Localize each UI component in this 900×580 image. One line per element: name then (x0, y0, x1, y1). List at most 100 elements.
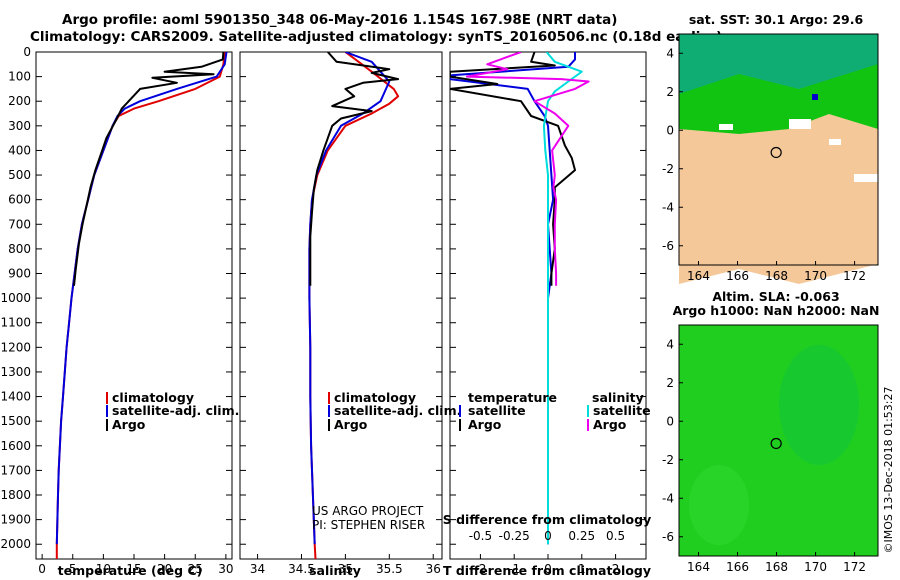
depth-tick-label: 1500 (0, 414, 31, 428)
legend-label-t-satellite: satellite (468, 403, 526, 418)
depth-tick-label: 1400 (0, 390, 31, 404)
legend-label-s-argo: Argo (593, 417, 627, 432)
depth-tick-label: 1300 (0, 365, 31, 379)
x-tick-label: 10 (96, 562, 111, 576)
plot-title-line-1: Argo profile: aoml 5901350_348 06-May-20… (62, 12, 618, 28)
map-latitude-label: 4 (666, 337, 674, 351)
map-latitude-label: 0 (666, 123, 674, 137)
legend-label-s-satellite: satellite (593, 403, 651, 418)
sla-anomaly (779, 345, 859, 465)
depth-tick-label: 1100 (0, 316, 31, 330)
masked-region (679, 114, 878, 284)
depth-tick-label: 1700 (0, 463, 31, 477)
plot-title-line-2: Climatology: CARS2009. Satellite-adjuste… (30, 29, 723, 45)
map-latitude-label: -4 (662, 200, 674, 214)
depth-tick-label: 100 (8, 70, 31, 84)
map-latitude-label: -6 (662, 530, 674, 544)
cold-pixel (812, 94, 818, 100)
sla-map-title-line-2: Argo h1000: NaN h2000: NaN (673, 303, 880, 318)
depth-tick-label: 600 (8, 193, 31, 207)
legend-label-argo: Argo (112, 417, 146, 432)
series-line-salinity-argo (465, 52, 590, 286)
cloud-gap (789, 119, 811, 129)
x-tick-label: 34.5 (288, 562, 315, 576)
depth-tick-label: 1200 (0, 340, 31, 354)
depth-tick-label: 300 (8, 119, 31, 133)
s-diff-tick-label: 0 (544, 529, 552, 543)
depth-tick-label: 700 (8, 217, 31, 231)
map-longitude-label: 166 (726, 269, 749, 283)
map-latitude-label: -6 (662, 239, 674, 253)
map-longitude-label: 166 (726, 560, 749, 574)
depth-tick-label: 1000 (0, 291, 31, 305)
x-tick-label: 20 (157, 562, 172, 576)
salinity-panel-frame (239, 51, 443, 560)
map-frame (678, 324, 879, 557)
legend-label-argo: Argo (334, 417, 368, 432)
difference-legend: temperature satellite Argo salinity sate… (459, 390, 651, 432)
depth-tick-label: 400 (8, 143, 31, 157)
legend-label-climatology: climatology (112, 390, 194, 405)
s-diff-tick-label: -0.25 (499, 529, 530, 543)
legend-label-t-argo: Argo (468, 417, 502, 432)
x-tick-label: 25 (188, 562, 203, 576)
x-tick-label: 30 (218, 562, 233, 576)
x-tick-label: 35.5 (376, 562, 403, 576)
cloud-gap (829, 139, 841, 145)
legend-label-satellite: satellite-adj. clim. (112, 403, 239, 418)
depth-tick-label: 1600 (0, 439, 31, 453)
s-diff-tick-label: -0.5 (469, 529, 492, 543)
x-tick-label: 0 (544, 562, 552, 576)
legend-label-satellite: satellite-adj. clim. (334, 403, 461, 418)
cloud-gap (719, 124, 733, 130)
temperature-profiles (55, 52, 228, 559)
map-longitude-label: 170 (804, 560, 827, 574)
map-longitude-label: 164 (687, 269, 710, 283)
depth-tick-label: 2000 (0, 537, 31, 551)
salinity-legend: climatology satellite-adj. clim. Argo (328, 390, 461, 432)
depth-tick-label: 0 (23, 45, 31, 59)
map-latitude-label: 0 (666, 414, 674, 428)
cloud-gap (854, 174, 878, 182)
x-tick-label: 2 (612, 562, 620, 576)
x-tick-label: 1 (578, 562, 586, 576)
map-longitude-label: 172 (843, 560, 866, 574)
legend-heading-temperature: temperature (468, 390, 557, 405)
map-longitude-label: 172 (843, 269, 866, 283)
sla-anomaly (689, 465, 749, 545)
sla-map: 164 166 168 170 172 4 2 0 -2 -4 -6 (662, 324, 879, 574)
depth-tick-label: 800 (8, 242, 31, 256)
series-line-temperature-argo (450, 52, 576, 286)
map-latitude-label: 2 (666, 376, 674, 390)
x-tick-label: 15 (126, 562, 141, 576)
s-difference-axis-label: S difference from climatology (443, 512, 652, 527)
sst-map-title: sat. SST: 30.1 Argo: 29.6 (689, 12, 864, 27)
warm-water-patch (679, 34, 878, 94)
sst-map: 164 166 168 170 172 4 2 0 -2 -4 -6 (662, 33, 879, 284)
sla-map-title-line-1: Altim. SLA: -0.063 (712, 289, 839, 304)
depth-tick-label: 500 (8, 168, 31, 182)
map-longitude-label: 168 (765, 269, 788, 283)
depth-tick-label: 1800 (0, 488, 31, 502)
copyright-timestamp: ©IMOS 13-Dec-2018 01:53:27 (882, 387, 895, 554)
x-tick-label: 36 (426, 562, 441, 576)
project-credit: US ARGO PROJECT (312, 504, 424, 518)
x-tick-label: -1 (508, 562, 520, 576)
s-diff-tick-label: 0.25 (568, 529, 595, 543)
x-axes: 0 5 10 15 20 25 30 34 34.5 35 35.5 36 -2 -1 0 1 2 -0.5 -0.… (38, 529, 625, 576)
depth-tick-label: 900 (8, 267, 31, 281)
pi-credit: PI: STEPHEN RISER (312, 518, 425, 532)
x-tick-label: 5 (69, 562, 77, 576)
temperature-panel-frame (35, 51, 233, 560)
depth-axis: 0 100 200 300 400 500 600 700 800 900 1000 1100 1200… (0, 45, 646, 551)
map-latitude-label: 4 (666, 46, 674, 60)
x-tick-label: 0 (38, 562, 46, 576)
map-frame (678, 33, 879, 266)
legend-label-climatology: climatology (334, 390, 416, 405)
argo-position-marker (770, 146, 782, 159)
x-tick-label: 34 (250, 562, 265, 576)
depth-tick-label: 200 (8, 94, 31, 108)
map-latitude-label: 2 (666, 85, 674, 99)
x-tick-label: -2 (474, 562, 486, 576)
